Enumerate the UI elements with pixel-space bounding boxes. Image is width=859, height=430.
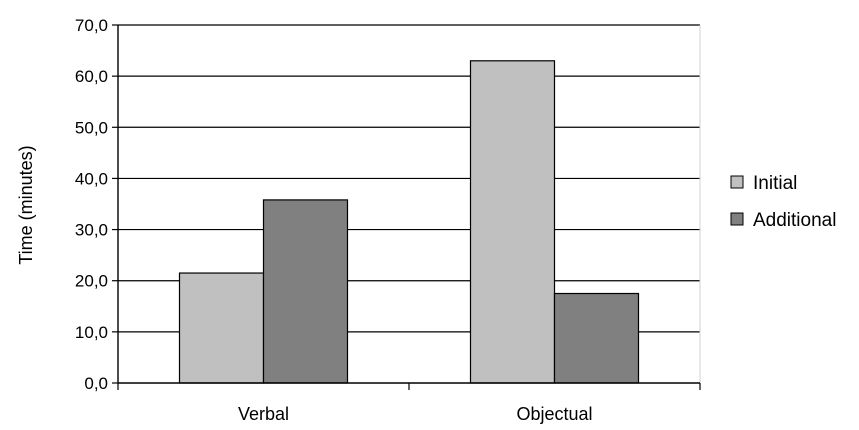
y-tick-label: 20,0	[75, 272, 108, 291]
x-category-label: Verbal	[238, 404, 289, 424]
legend-swatch-additional	[730, 212, 744, 226]
y-tick-label: 10,0	[75, 323, 108, 342]
bar-initial-objectual	[469, 60, 556, 384]
y-tick-label: 40,0	[75, 169, 108, 188]
bar-initial-verbal	[178, 272, 265, 384]
plot-area: 0,0 10,0 20,0 30,0 40,0 50,0 60,0 70,0 Verbal Obj…	[75, 16, 701, 424]
x-category-label: Objectual	[516, 404, 592, 424]
y-tick-label: 0,0	[84, 374, 108, 393]
y-axis-title: Time (minutes)	[16, 145, 36, 264]
bar-additional-verbal	[262, 199, 349, 384]
legend-label-additional: Additional	[753, 210, 836, 231]
legend-label-initial: Initial	[753, 173, 797, 194]
bar-additional-objectual	[553, 292, 640, 384]
y-tick-label: 70,0	[75, 16, 108, 35]
y-tick-label: 60,0	[75, 67, 108, 86]
y-tick-label: 50,0	[75, 118, 108, 137]
y-tick-label: 30,0	[75, 221, 108, 240]
legend-swatch-initial	[730, 175, 744, 189]
legend: Initial Additional	[730, 173, 836, 231]
